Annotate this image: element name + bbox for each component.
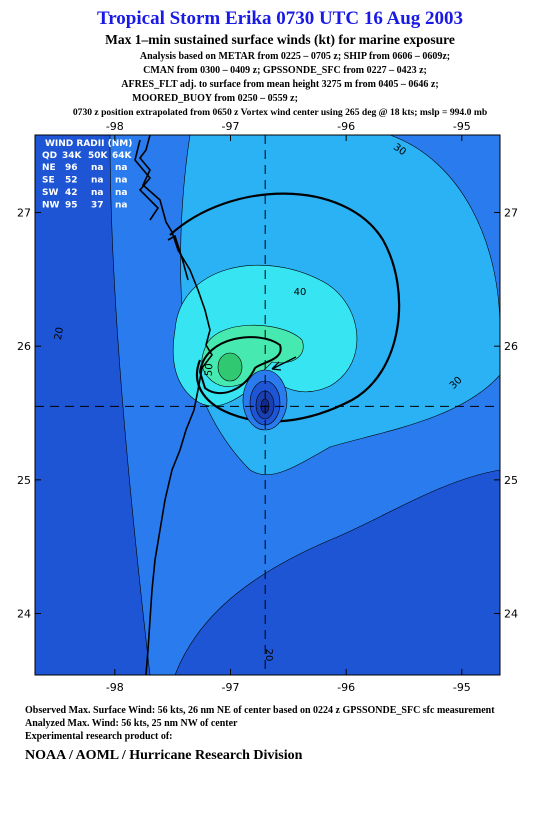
y-tick-label: 27 <box>17 207 31 220</box>
title: Tropical Storm Erika 0730 UTC 16 Aug 200… <box>96 8 464 29</box>
x-tick-label: -97 <box>222 120 240 133</box>
x-tick-label: -96 <box>337 120 355 133</box>
info-line: MOORED_BUOY from 0250 – 0559 z; <box>132 93 298 104</box>
wind-radii-header: 64K <box>112 151 133 161</box>
wind-radii-header: QD <box>42 151 57 161</box>
x-tick-label: -98 <box>106 120 124 133</box>
info-line: CMAN from 0300 – 0409 z; GPSSONDE_SFC fr… <box>143 65 427 76</box>
y-tick-label: 27 <box>504 207 518 220</box>
info-line: 0730 z position extrapolated from 0650 z… <box>72 107 488 118</box>
wind-radii-cell: na <box>91 176 103 186</box>
x-tick-label: -95 <box>453 120 471 133</box>
contour-label: 50 <box>203 363 215 377</box>
y-tick-label: 25 <box>504 474 518 487</box>
wind-radii-header: 34K <box>62 151 83 161</box>
info-line: Analysis based on METAR from 0225 – 0705… <box>139 51 451 62</box>
wind-radii-cell: SW <box>42 188 58 198</box>
x-tick-label: -98 <box>106 681 124 694</box>
info-line: AFRES_FLT adj. to surface from mean heig… <box>121 79 439 90</box>
wind-radii-cell: 42 <box>65 188 78 198</box>
footer-line: Analyzed Max. Wind: 56 kts, 25 nm NW of … <box>25 718 238 729</box>
wind-radii-cell: 37 <box>91 201 104 211</box>
x-tick-label: -95 <box>453 681 471 694</box>
wind-radii-cell: na <box>115 163 127 173</box>
wind-radii-cell: 96 <box>65 163 78 173</box>
wind-radii-cell: na <box>91 188 103 198</box>
wind-radii-cell: SE <box>42 176 55 186</box>
wind-radii-cell: na <box>115 176 127 186</box>
y-tick-label: 26 <box>17 340 31 353</box>
wind-radii-cell: na <box>91 163 103 173</box>
subtitle: Max 1–min sustained surface winds (kt) f… <box>105 32 455 47</box>
x-tick-label: -97 <box>222 681 240 694</box>
y-tick-label: 26 <box>504 340 518 353</box>
wind-radii-cell: 52 <box>65 176 78 186</box>
footer-line: Observed Max. Surface Wind: 56 kts, 26 n… <box>25 705 495 716</box>
wind-radii-cell: NW <box>42 201 60 211</box>
wind-radii-cell: NE <box>42 163 56 173</box>
wind-radii-cell: 95 <box>65 201 78 211</box>
wind-radii-title: WIND RADII (NM) <box>45 139 132 149</box>
footer-line: Experimental research product of: <box>25 731 173 742</box>
wind-radii-cell: na <box>115 201 127 211</box>
wind-radii-table: WIND RADII (NM) QD 34K 50K 64K NE 96 na na SE 52 na… <box>42 139 133 211</box>
contour-label: 40 <box>294 287 307 298</box>
y-tick-label: 24 <box>17 608 31 621</box>
wind-radii-header: 50K <box>88 151 109 161</box>
contour-label: 20 <box>263 649 274 662</box>
organization: NOAA / AOML / Hurricane Research Divisio… <box>25 748 303 763</box>
y-tick-label: 24 <box>504 608 518 621</box>
map: WIND RADII (NM) QD 34K 50K 64K NE 96 na na SE 52 na… <box>17 120 518 694</box>
x-tick-label: -96 <box>337 681 355 694</box>
y-tick-label: 25 <box>17 474 31 487</box>
wind-field <box>35 135 500 675</box>
contour-label: 20 <box>53 326 66 340</box>
wind-radii-cell: na <box>115 188 127 198</box>
